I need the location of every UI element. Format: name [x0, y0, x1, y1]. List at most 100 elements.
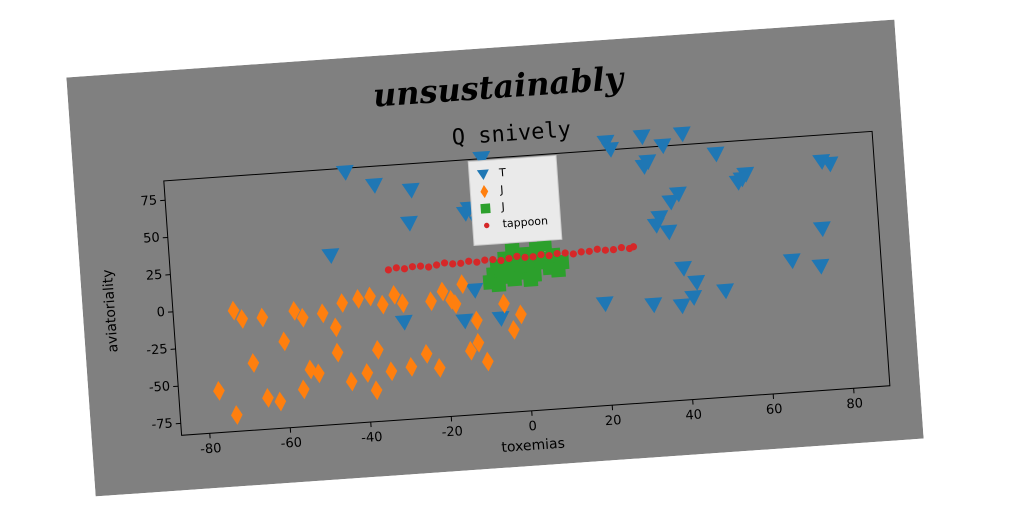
- y-tick-label: -50: [148, 379, 170, 395]
- x-tick-label: -40: [361, 430, 383, 446]
- point: [481, 351, 494, 372]
- point: [684, 290, 703, 306]
- legend-label: T: [498, 166, 507, 180]
- point: [472, 150, 491, 167]
- point: [440, 259, 449, 267]
- point: [213, 380, 225, 401]
- point: [352, 289, 364, 309]
- point: [335, 164, 354, 181]
- point: [596, 134, 615, 151]
- point: [400, 265, 409, 273]
- point: [364, 286, 376, 307]
- point: [312, 363, 325, 384]
- point: [491, 310, 510, 327]
- point: [392, 264, 400, 272]
- y-tick-label: -25: [146, 342, 168, 358]
- point: [659, 224, 678, 241]
- y-axis-label: aviatoriality: [100, 269, 122, 353]
- x-tick-label: 0: [528, 419, 537, 435]
- point: [473, 258, 481, 266]
- point: [553, 249, 561, 258]
- legend-marker: [476, 169, 489, 181]
- point: [416, 262, 425, 270]
- point: [376, 294, 389, 315]
- point: [585, 247, 593, 255]
- x-tick-label: 60: [766, 402, 784, 418]
- point: [329, 317, 342, 338]
- point: [489, 255, 497, 264]
- x-tick-label: -60: [280, 435, 302, 451]
- point: [674, 260, 693, 277]
- y-tick-label: 50: [143, 231, 161, 247]
- x-tick-label: 40: [685, 407, 703, 423]
- point: [472, 332, 485, 353]
- point: [569, 250, 577, 258]
- point: [634, 158, 653, 175]
- point: [405, 357, 418, 377]
- x-tick-label: 80: [846, 396, 864, 412]
- point: [537, 251, 545, 259]
- point: [561, 249, 569, 257]
- point: [345, 371, 358, 392]
- point: [601, 246, 610, 254]
- x-axis-label: toxemias: [501, 436, 565, 456]
- point: [545, 252, 553, 260]
- point: [465, 282, 484, 299]
- point: [812, 221, 831, 238]
- point: [577, 248, 585, 256]
- plot-area: [163, 130, 891, 436]
- point: [247, 353, 260, 373]
- legend-label: tappoon: [502, 214, 548, 230]
- point: [262, 387, 274, 408]
- point: [408, 263, 417, 271]
- point: [361, 363, 374, 383]
- point: [449, 294, 462, 314]
- point: [296, 307, 309, 328]
- point: [465, 257, 473, 265]
- point: [436, 281, 449, 302]
- point: [706, 146, 725, 163]
- point: [455, 313, 474, 330]
- point: [529, 253, 537, 261]
- point: [554, 254, 570, 270]
- point: [716, 283, 735, 300]
- point: [521, 253, 529, 261]
- x-tick-label: -20: [441, 424, 463, 440]
- point: [256, 307, 269, 328]
- legend-marker: [480, 184, 489, 199]
- point: [820, 156, 839, 173]
- point: [498, 293, 510, 314]
- point: [609, 246, 618, 254]
- point: [687, 274, 706, 291]
- point: [227, 300, 240, 321]
- point: [371, 339, 384, 360]
- point: [230, 405, 243, 425]
- point: [601, 141, 619, 158]
- point: [297, 379, 310, 400]
- point: [425, 263, 433, 271]
- point: [644, 297, 663, 314]
- point: [394, 314, 413, 331]
- legend-label: J: [500, 200, 505, 213]
- legend-marker: [484, 222, 490, 229]
- point: [497, 256, 505, 265]
- point: [732, 171, 751, 188]
- point: [321, 248, 340, 265]
- y-tick-label: -75: [151, 416, 173, 432]
- point: [505, 254, 513, 263]
- point: [593, 245, 601, 253]
- y-tick-label: 0: [156, 305, 165, 321]
- point: [782, 253, 801, 270]
- point: [304, 359, 317, 380]
- point: [336, 293, 349, 313]
- point: [433, 358, 446, 378]
- point: [811, 258, 830, 275]
- chart: unsustainably Q snively toxemias aviator…: [66, 19, 924, 497]
- x-tick-label: 20: [605, 413, 623, 429]
- point: [471, 310, 483, 331]
- point: [646, 217, 665, 234]
- point: [490, 276, 507, 293]
- point: [513, 252, 521, 260]
